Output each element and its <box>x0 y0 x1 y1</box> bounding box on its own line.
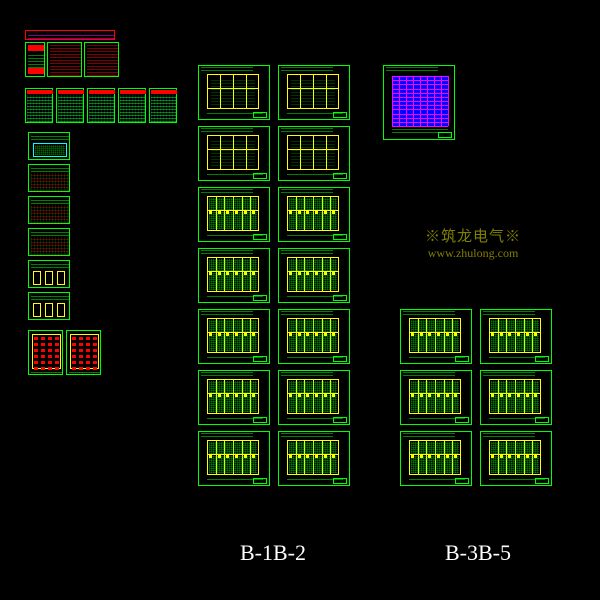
watermark: ※筑龙电气※www.zhulong.com <box>425 225 521 261</box>
section-label-right: B-3B-5 <box>445 540 511 566</box>
section-label-left: B-1B-2 <box>240 540 306 566</box>
